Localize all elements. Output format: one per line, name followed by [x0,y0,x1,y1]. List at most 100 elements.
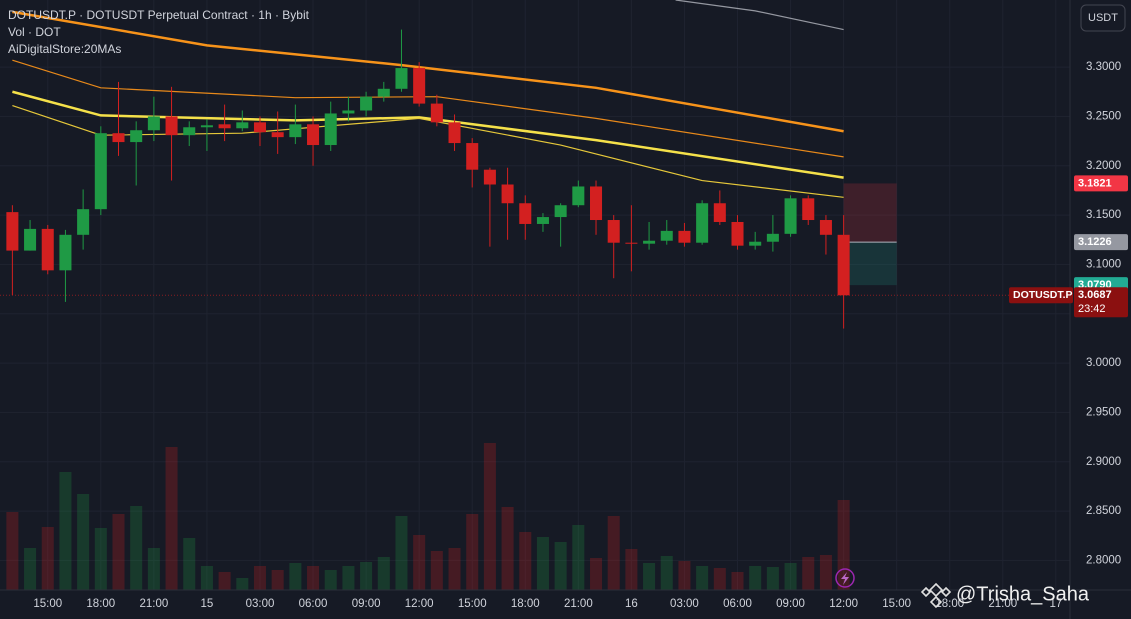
volume-bar [749,566,762,590]
volume-bar [253,566,266,590]
volume-bar [218,572,231,590]
candle-body [289,124,302,138]
volume-bar [183,538,196,590]
candle-body [590,186,603,221]
volume-bar [377,557,390,590]
y-tick-label: 3.0000 [1086,357,1121,369]
candle-body [307,124,320,146]
candle-body [731,221,744,246]
volume-bar [802,557,815,590]
candle-body [112,133,125,143]
event-icon-bolt [841,572,849,585]
candle-layer [6,29,850,329]
watermark-logo [920,582,952,609]
y-tick-label: 3.1000 [1086,258,1121,270]
candle-body [660,230,673,241]
event-icon[interactable] [835,568,855,588]
x-tick-label: 15 [201,598,214,610]
last-price-label: 3.0687 [1078,289,1112,301]
volume-bar [271,570,284,590]
candle-body [625,242,638,244]
candle-body [165,116,178,136]
candle-body [766,233,779,242]
watermark: @Trisha_Saha [920,582,1090,609]
x-tick-label: 03:00 [670,598,699,610]
volume-bar [59,472,72,590]
candle-body [360,96,373,111]
candle-body [483,169,496,185]
volume-bar [625,549,638,590]
volume-bar [360,562,373,590]
countdown: 23:42 [1078,303,1106,315]
ma-line [12,90,844,179]
candle-body [501,184,514,204]
volume-bar [819,555,832,590]
volume-bar [342,566,355,590]
volume-bar [430,551,443,590]
x-tick-label: 12:00 [405,598,434,610]
target-zone [843,242,897,286]
volume-bar [200,566,213,590]
volume-bar [94,528,107,590]
candle-body [183,127,196,136]
volume-bar [731,572,744,590]
currency-label[interactable]: USDT [1088,12,1118,24]
candle-body [324,113,337,146]
x-tick-label: 12:00 [829,598,858,610]
volume-bar [660,556,673,590]
candle-body [377,88,390,97]
stop-zone [843,183,897,243]
y-tick-label: 2.9000 [1086,456,1121,468]
volume-bar [41,527,54,590]
volume-bar [554,542,567,590]
volume-bar [77,494,90,590]
candle-body [466,143,479,170]
candle-body [519,203,532,224]
candle-body [147,116,160,131]
candle-body [713,203,726,222]
candle-body [271,132,284,138]
y-tick-label: 3.2000 [1086,160,1121,172]
volume-bar [713,568,726,590]
volume-bar [536,537,549,590]
y-tick-label: 2.8000 [1086,554,1121,566]
candle-body [342,110,355,114]
volume-bar [324,570,337,590]
x-tick-label: 09:00 [352,598,381,610]
y-tick-label: 2.8500 [1086,505,1121,517]
volume-bar [784,563,797,590]
y-tick-label: 3.1500 [1086,209,1121,221]
candle-body [94,133,107,210]
candle-body [130,130,143,143]
x-tick-label: 18:00 [511,598,540,610]
candle-body [41,228,54,271]
volume-bar [413,535,426,590]
volume-bar [112,514,125,590]
subtitle: Vol · DOT [8,25,61,39]
volume-bar [696,566,709,590]
symbol-tag: DOTUSDT.P [1013,289,1073,301]
volume-bar [643,563,656,590]
volume-bar [448,548,461,590]
x-tick-label: 21:00 [988,598,1017,610]
axes: 3.30003.25003.20003.15003.10003.05003.00… [33,61,1128,610]
volume-bar [236,578,249,590]
entry-price-label-bg [1074,234,1128,251]
currency-button[interactable] [1080,4,1126,32]
y-tick-label: 3.3000 [1086,61,1121,73]
y-tick-label: 3.2500 [1086,110,1121,122]
watermark-text: @Trisha_Saha [956,583,1090,605]
candle-body [837,234,850,296]
stop-price-label-bg [1074,175,1128,192]
volume-bar [466,514,479,590]
entry-price-label: 3.1226 [1078,236,1112,248]
chart-title: DOTUSDT.P · DOTUSDT Perpetual Contract ·… [8,8,310,22]
volume-bar [572,525,585,590]
candle-body [678,230,691,243]
candle-body [607,220,620,243]
stop-price-label: 3.1821 [1078,177,1112,189]
candle-body [643,240,656,244]
candle-body [218,124,231,129]
